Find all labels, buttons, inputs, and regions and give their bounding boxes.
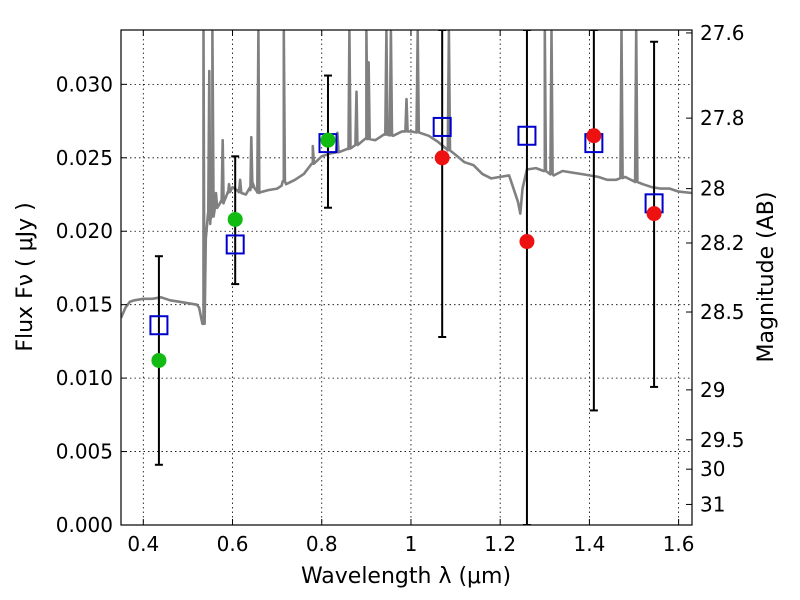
- undetected-flux-point: [434, 150, 450, 166]
- y-tick-label: 0.030: [56, 72, 113, 96]
- detected-flux-point: [227, 211, 243, 227]
- y-axis-label: Flux Fν ( μJy ): [13, 202, 38, 351]
- observed-flux-markers: [151, 128, 662, 368]
- mag-tick-label: 27.8: [700, 106, 745, 130]
- undetected-flux-point: [646, 206, 662, 222]
- model-photometry-square: [225, 234, 245, 255]
- x-tick-label: 0.4: [127, 532, 159, 556]
- x-tick-label: 0.6: [217, 532, 249, 556]
- x-tick-label: 0.8: [306, 532, 338, 556]
- x-tick-label: 1.6: [663, 532, 695, 556]
- spectrum-line: [121, 30, 692, 326]
- mag-tick-label: 28: [700, 177, 725, 201]
- detected-flux-point: [151, 352, 167, 368]
- y-tick-label: 0.010: [56, 366, 113, 390]
- axis-ticks: 0.4 0.6 0.8 1 1.2 1.4 1.6 0.000 0.005 0.010 0.015 0…: [56, 21, 745, 556]
- y-tick-label: 0.015: [56, 293, 113, 317]
- y-tick-label: 0.020: [56, 219, 113, 243]
- y-tick-label: 0.025: [56, 146, 113, 170]
- model-spectrum: [121, 30, 692, 326]
- mag-tick-label: 27.6: [700, 21, 745, 45]
- mag-tick-label: 28.5: [700, 300, 745, 324]
- mag-tick-label: 29: [700, 378, 725, 402]
- x-axis-label: Wavelength λ (μm): [301, 564, 511, 589]
- model-photometry-square: [432, 116, 452, 137]
- detected-flux-point: [320, 132, 336, 148]
- model-photometry-markers: [149, 116, 664, 336]
- model-photometry-square: [149, 315, 169, 336]
- mag-tick-label: 30: [700, 457, 725, 481]
- grid-lines: [121, 30, 692, 525]
- x-tick-label: 1.4: [573, 532, 605, 556]
- undetected-flux-point: [586, 128, 602, 144]
- y-tick-label: 0.005: [56, 440, 113, 464]
- model-photometry-square: [517, 125, 537, 146]
- x-tick-label: 1.2: [484, 532, 516, 556]
- mag-tick-label: 29.5: [700, 428, 745, 452]
- plot-frame: [120, 29, 693, 526]
- mag-tick-label: 28.2: [700, 231, 745, 255]
- undetected-flux-point: [519, 234, 535, 250]
- mag-tick-label: 31: [700, 492, 725, 516]
- y-tick-label: 0.000: [56, 513, 113, 537]
- y2-axis-label: Magnitude (AB): [754, 192, 779, 363]
- x-tick-label: 1: [405, 532, 418, 556]
